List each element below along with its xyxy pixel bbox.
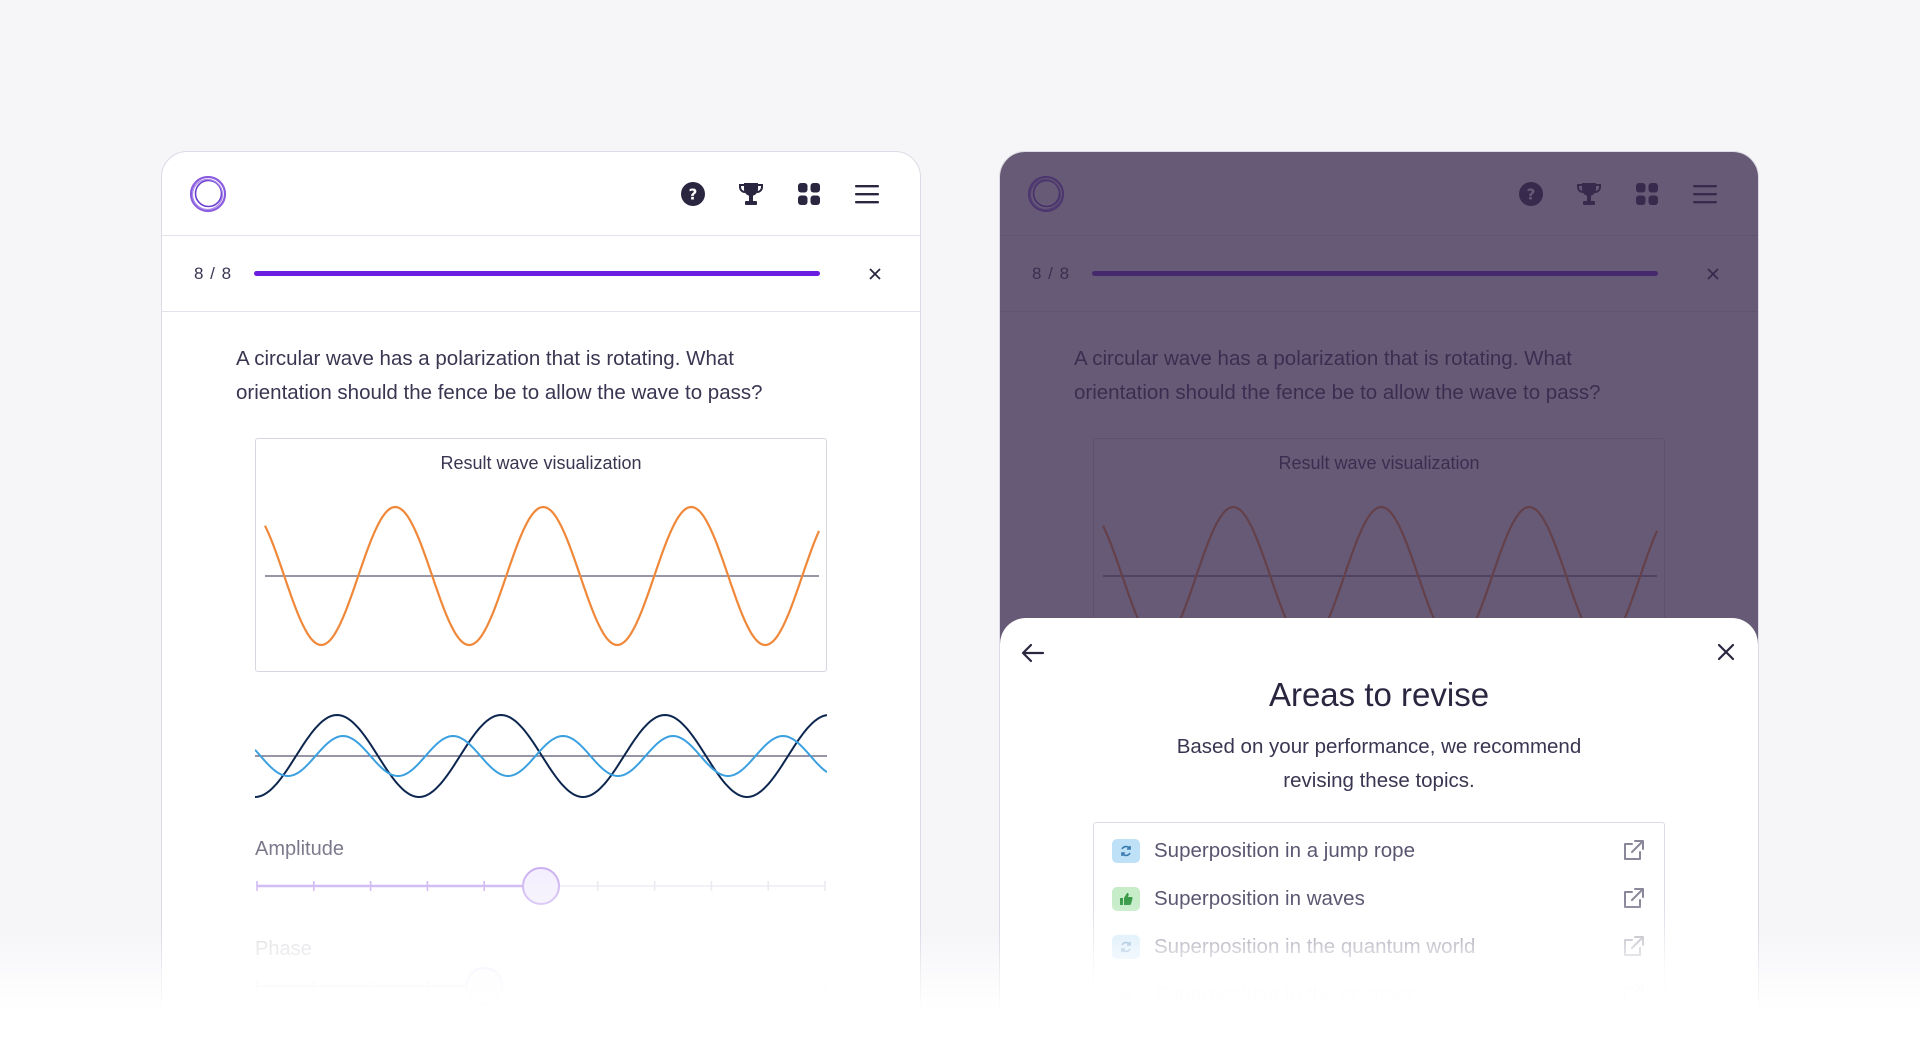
progress-label: 8 / 8 xyxy=(1032,263,1071,283)
amplitude-slider[interactable] xyxy=(255,864,827,908)
top-bar: ? xyxy=(162,152,920,236)
refresh-icon xyxy=(1112,839,1140,863)
topic-list: Superposition in a jump rope Superpositi… xyxy=(1093,822,1665,1047)
close-icon[interactable] xyxy=(1714,640,1738,664)
svg-text:?: ? xyxy=(689,185,698,203)
result-visualization: Result wave visualization xyxy=(255,438,827,672)
back-arrow-icon[interactable] xyxy=(1020,640,1046,666)
apps-grid-icon[interactable] xyxy=(794,179,824,209)
areas-to-revise-sheet: Areas to revise Based on your performanc… xyxy=(1000,618,1758,1047)
phase-label: Phase xyxy=(255,938,312,960)
external-link-icon[interactable] xyxy=(1620,934,1646,960)
quiz-card: ? 8 / 8 A circular wave has a polarizati… xyxy=(161,151,921,1047)
close-icon[interactable] xyxy=(1706,267,1720,281)
apps-grid-icon[interactable] xyxy=(1632,179,1662,209)
list-item[interactable]: Superposition in waves xyxy=(1094,875,1664,923)
topic-label: Superposition in a jump rope xyxy=(1154,839,1415,862)
external-link-icon[interactable] xyxy=(1620,886,1646,912)
result-wave-line xyxy=(264,505,821,647)
visualization-title: Result wave visualization xyxy=(440,453,642,473)
quiz-card-with-sheet: ? 8 / 8 A circular wave has a polarizati… xyxy=(999,151,1759,1047)
progress-label: 8 / 8 xyxy=(194,263,233,283)
refresh-icon xyxy=(1112,935,1140,959)
sheet-title: Areas to revise xyxy=(1268,676,1490,713)
trophy-icon[interactable] xyxy=(736,179,766,209)
phase-slider[interactable] xyxy=(255,964,827,1008)
svg-text:?: ? xyxy=(1527,185,1536,203)
result-wave-plot xyxy=(264,505,821,647)
list-item[interactable]: Superposition in a jump rope xyxy=(1094,827,1664,875)
topic-label: Superposition in waves xyxy=(1154,887,1365,910)
progress-bar xyxy=(1092,271,1658,276)
menu-icon[interactable] xyxy=(1690,179,1720,209)
progress-row: 8 / 8 xyxy=(162,236,920,312)
progress-fill xyxy=(1092,271,1658,276)
topic-label: Superposition in the quantum world xyxy=(1154,935,1476,958)
menu-icon[interactable] xyxy=(852,179,882,209)
component-wave-navy xyxy=(255,713,827,799)
list-item[interactable]: Superposition in the abstract xyxy=(1094,971,1664,1019)
close-icon[interactable] xyxy=(868,267,882,281)
sheet-subtitle: Based on your performance, we recommend … xyxy=(1176,735,1582,792)
progress-bar xyxy=(254,271,820,276)
progress-row: 8 / 8 xyxy=(1000,236,1758,312)
list-item[interactable]: Superposition in the quantum world xyxy=(1094,923,1664,971)
trophy-icon[interactable] xyxy=(1574,179,1604,209)
topic-label: Superposition in the abstract xyxy=(1154,983,1414,1006)
logo-icon[interactable] xyxy=(1026,174,1066,214)
help-icon[interactable]: ? xyxy=(678,179,708,209)
external-link-icon[interactable] xyxy=(1620,838,1646,864)
component-waves-plot xyxy=(255,713,827,799)
progress-fill xyxy=(254,271,820,276)
thumbs-up-icon xyxy=(1112,887,1140,911)
amplitude-label: Amplitude xyxy=(255,838,344,860)
logo-icon[interactable] xyxy=(188,174,228,214)
component-wave-blue xyxy=(255,734,827,777)
question-text: A circular wave has a polarization that … xyxy=(1074,347,1601,404)
help-icon[interactable]: ? xyxy=(1516,179,1546,209)
top-bar: ? xyxy=(1000,152,1758,236)
external-link-icon[interactable] xyxy=(1620,982,1646,1008)
question-text: A circular wave has a polarization that … xyxy=(236,347,763,404)
thumbs-up-icon xyxy=(1112,983,1140,1007)
